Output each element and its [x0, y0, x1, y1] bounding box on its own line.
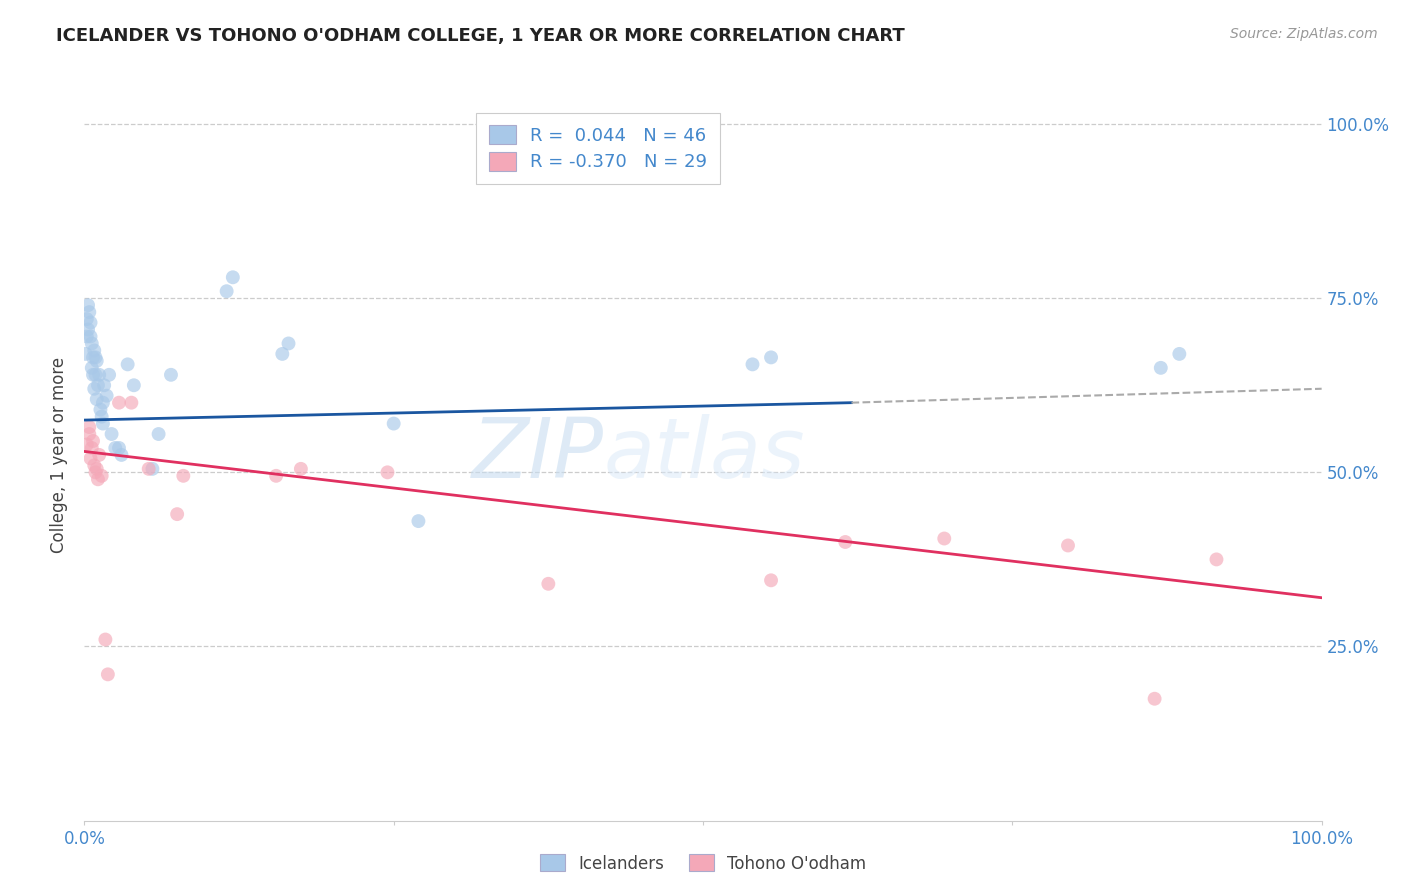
- Point: [82, 434, 104, 448]
- Point: [110, 448, 132, 462]
- Point: [215, 284, 238, 298]
- Point: [93, 378, 115, 392]
- Point: [934, 532, 956, 546]
- Point: [537, 576, 560, 591]
- Point: [82, 351, 104, 365]
- Point: [122, 378, 145, 392]
- Point: [94, 632, 117, 647]
- Point: [264, 468, 287, 483]
- Point: [1205, 552, 1227, 566]
- Y-axis label: College, 1 year or more: College, 1 year or more: [51, 357, 69, 553]
- Point: [96, 389, 118, 403]
- Text: ZIP: ZIP: [472, 415, 605, 495]
- Legend: R =  0.044   N = 46, R = -0.370   N = 29: R = 0.044 N = 46, R = -0.370 N = 29: [475, 113, 720, 184]
- Point: [1168, 347, 1191, 361]
- Point: [271, 347, 294, 361]
- Point: [104, 441, 127, 455]
- Point: [741, 357, 763, 371]
- Point: [290, 462, 312, 476]
- Text: Source: ZipAtlas.com: Source: ZipAtlas.com: [1230, 27, 1378, 41]
- Point: [83, 458, 105, 473]
- Point: [138, 462, 160, 476]
- Point: [76, 437, 98, 451]
- Point: [91, 395, 114, 409]
- Point: [86, 354, 108, 368]
- Point: [100, 427, 122, 442]
- Point: [77, 298, 100, 312]
- Point: [79, 420, 101, 434]
- Point: [1057, 539, 1080, 553]
- Point: [77, 322, 100, 336]
- Point: [83, 382, 105, 396]
- Point: [408, 514, 430, 528]
- Point: [97, 667, 120, 681]
- Point: [382, 417, 405, 431]
- Point: [834, 535, 856, 549]
- Point: [86, 462, 108, 476]
- Point: [108, 395, 131, 409]
- Point: [160, 368, 183, 382]
- Point: [377, 466, 399, 480]
- Point: [172, 468, 194, 483]
- Point: [759, 574, 782, 588]
- Point: [80, 336, 103, 351]
- Point: [83, 343, 105, 358]
- Point: [80, 360, 103, 375]
- Point: [91, 417, 114, 431]
- Legend: Icelanders, Tohono O'odham: Icelanders, Tohono O'odham: [533, 847, 873, 880]
- Point: [141, 462, 163, 476]
- Point: [84, 351, 107, 365]
- Point: [1143, 691, 1166, 706]
- Text: atlas: atlas: [605, 415, 806, 495]
- Point: [98, 368, 121, 382]
- Point: [76, 329, 98, 343]
- Point: [80, 441, 103, 455]
- Point: [166, 507, 188, 521]
- Point: [79, 329, 101, 343]
- Point: [222, 270, 245, 285]
- Point: [79, 316, 101, 330]
- Point: [148, 427, 170, 442]
- Point: [1150, 360, 1173, 375]
- Point: [76, 312, 98, 326]
- Point: [89, 368, 111, 382]
- Point: [759, 351, 782, 365]
- Point: [87, 472, 110, 486]
- Point: [79, 451, 101, 466]
- Point: [89, 448, 111, 462]
- Point: [79, 305, 101, 319]
- Text: ICELANDER VS TOHONO O'ODHAM COLLEGE, 1 YEAR OR MORE CORRELATION CHART: ICELANDER VS TOHONO O'ODHAM COLLEGE, 1 Y…: [56, 27, 905, 45]
- Point: [75, 347, 97, 361]
- Point: [79, 427, 101, 442]
- Point: [108, 441, 131, 455]
- Point: [82, 368, 104, 382]
- Point: [90, 468, 112, 483]
- Point: [86, 392, 108, 407]
- Point: [84, 368, 107, 382]
- Point: [87, 378, 110, 392]
- Point: [89, 402, 111, 417]
- Point: [120, 395, 142, 409]
- Point: [117, 357, 139, 371]
- Point: [277, 336, 299, 351]
- Point: [84, 466, 107, 480]
- Point: [90, 409, 112, 424]
